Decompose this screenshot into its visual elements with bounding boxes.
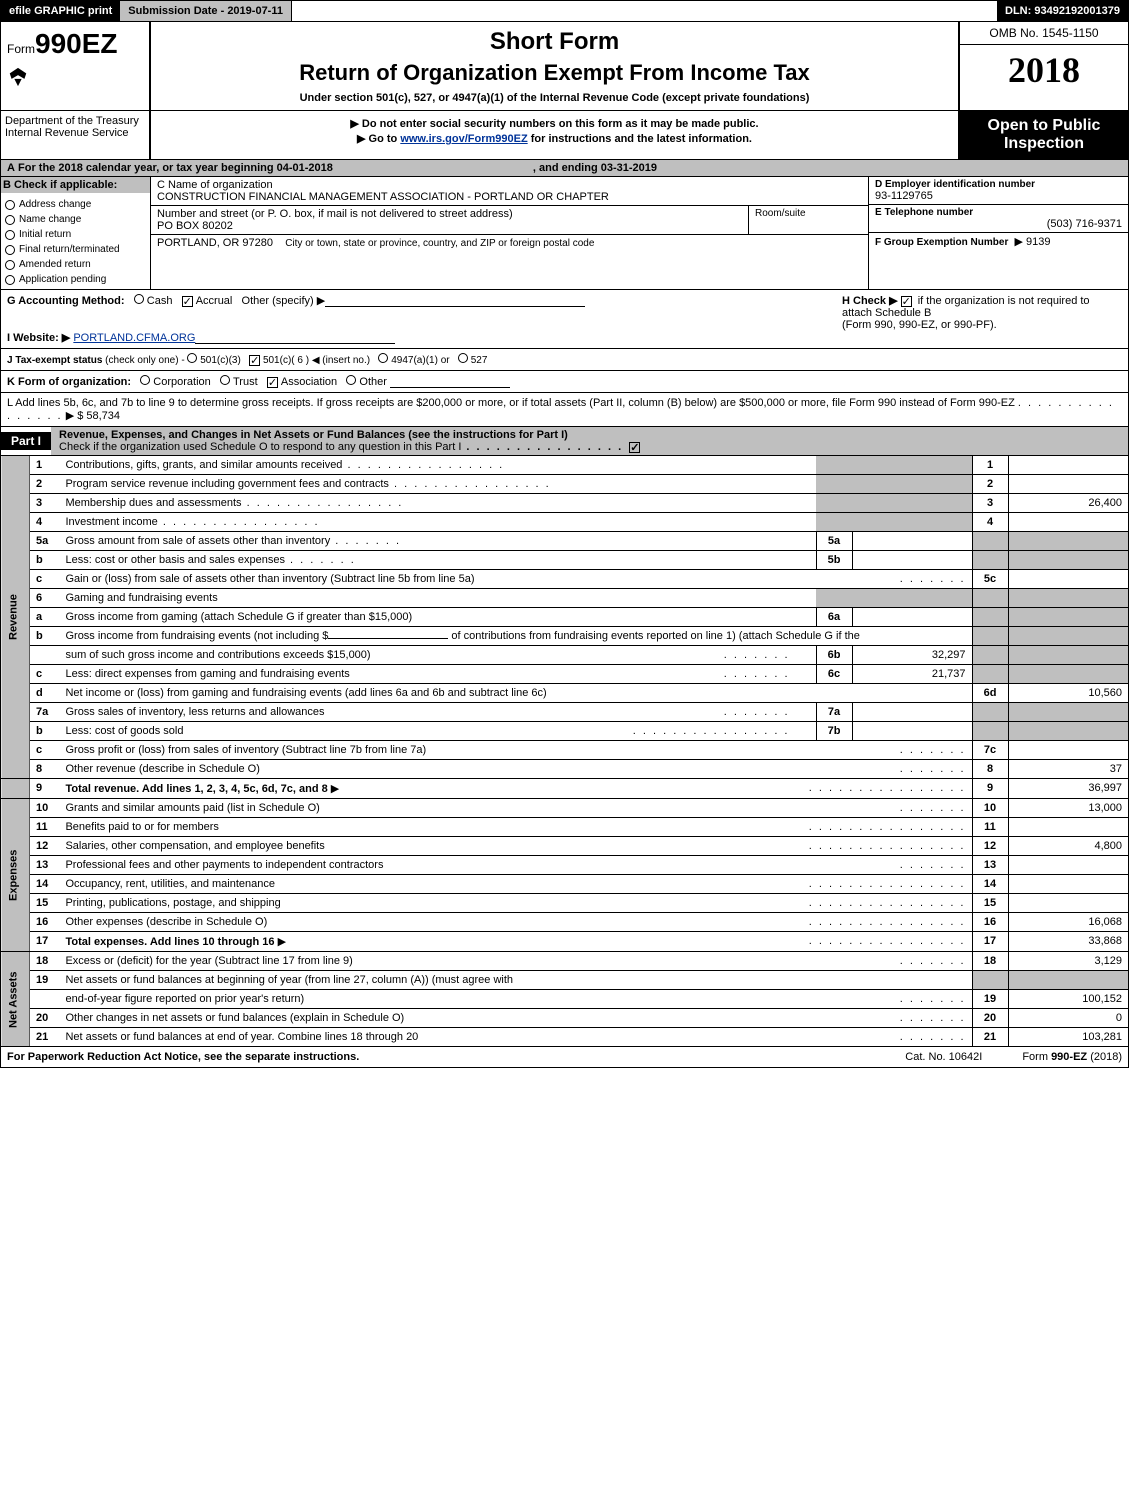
efile-print-label: efile GRAPHIC print [1,1,120,21]
box-d-label: D Employer identification number [875,179,1122,190]
cat-number: Cat. No. 10642I [905,1051,982,1063]
dept-treasury: Department of the Treasury [5,115,145,127]
room-label: Room/suite [755,208,806,219]
line-a-ending: , and ending 03-31-2019 [533,162,657,174]
box-g-label: G Accounting Method: [7,295,125,307]
page-footer: For Paperwork Reduction Act Notice, see … [0,1047,1129,1068]
line-g-h: G Accounting Method: Cash Accrual Other … [0,290,1129,349]
instruction-2: ▶ Go to www.irs.gov/Form990EZ for instru… [155,132,954,145]
line-17-value: 33,868 [1008,932,1128,952]
check-address-change[interactable]: Address change [5,199,146,210]
part-i-check-text: Check if the organization used Schedule … [59,441,461,453]
line-a-row: A For the 2018 calendar year, or tax yea… [0,160,1129,177]
group-exemption: ▶ 9139 [1014,236,1050,248]
form-lines-table: Revenue 1 Contributions, gifts, grants, … [1,455,1128,1047]
website-link[interactable]: PORTLAND.CFMA.ORG [73,332,195,344]
submission-date: Submission Date - 2019-07-11 [120,1,292,21]
form-title: Return of Organization Exempt From Incom… [161,60,948,86]
accrual-check[interactable] [182,296,193,307]
cash-radio[interactable] [134,294,144,304]
tax-year: 2018 [960,45,1128,95]
instruction-1: ▶ Do not enter social security numbers o… [155,117,954,130]
net-assets-section-label: Net Assets [1,952,29,1047]
form-header: Form990EZ Short Form Return of Organizat… [0,22,1129,111]
form-subtitle: Under section 501(c), 527, or 4947(a)(1)… [161,92,948,104]
omb-number: OMB No. 1545-1150 [960,22,1128,45]
short-form-title: Short Form [161,28,948,56]
part-i-header: Part I Revenue, Expenses, and Changes in… [1,427,1128,455]
box-l-text: L Add lines 5b, 6c, and 7b to line 9 to … [7,397,1015,409]
part-i-tag: Part I [1,432,51,450]
box-k-label: K Form of organization: [7,376,131,388]
irs-link[interactable]: www.irs.gov/Form990EZ [400,133,527,145]
check-initial-return[interactable]: Initial return [5,229,146,240]
line-6d-value: 10,560 [1008,684,1128,703]
line-8-value: 37 [1008,760,1128,779]
line-6b-value: 32,297 [852,646,972,665]
line-12-value: 4,800 [1008,837,1128,856]
revenue-section-label: Revenue [1,456,29,779]
line-21-value: 103,281 [1008,1028,1128,1047]
part-i-checkbox[interactable] [629,442,640,453]
line-9-value: 36,997 [1008,779,1128,799]
box-f-label: F Group Exemption Number [875,237,1008,248]
line-18-value: 3,129 [1008,952,1128,971]
box-b-header: Check if applicable: [14,179,117,191]
header-info-block: B Check if applicable: Address change Na… [0,177,1129,290]
form-number: Form990EZ [7,28,143,60]
org-address: PO BOX 80202 [157,220,742,232]
form-version: Form 990-EZ (2018) [1022,1051,1122,1063]
city-label: City or town, state or province, country… [285,238,594,249]
irs-eagle-icon [7,66,29,91]
line-6c-value: 21,737 [852,665,972,684]
line-10-value: 13,000 [1008,799,1128,818]
part-i-title: Revenue, Expenses, and Changes in Net As… [59,429,568,441]
ein-value: 93-1129765 [875,190,1122,202]
check-name-change[interactable]: Name change [5,214,146,225]
box-c-label: C Name of organization [157,179,862,191]
phone-value: (503) 716-9371 [875,218,1122,230]
box-h-label: H Check ▶ [842,295,898,307]
addr-label: Number and street (or P. O. box, if mail… [157,208,742,220]
box-i-label: I Website: ▶ [7,332,70,344]
dln-number: DLN: 93492192001379 [997,1,1128,21]
line-19-value: 100,152 [1008,990,1128,1009]
line-j: J Tax-exempt status (check only one) - 5… [0,349,1129,371]
box-e-label: E Telephone number [875,207,1122,218]
check-final-return[interactable]: Final return/terminated [5,244,146,255]
expenses-section-label: Expenses [1,799,29,952]
box-j-label: J Tax-exempt status [7,355,102,366]
paperwork-notice: For Paperwork Reduction Act Notice, see … [7,1051,359,1063]
top-bar: efile GRAPHIC print Submission Date - 20… [0,0,1129,22]
box-h-text2: (Form 990, 990-EZ, or 990-PF). [842,319,997,331]
line-20-value: 0 [1008,1009,1128,1028]
form-prefix: Form [7,42,35,56]
form-header-row2: Department of the Treasury Internal Reve… [0,111,1129,160]
line-3-value: 26,400 [1008,494,1128,513]
box-h-check[interactable] [901,296,912,307]
org-city: PORTLAND, OR 97280 [157,237,273,249]
line-l: L Add lines 5b, 6c, and 7b to line 9 to … [0,393,1129,427]
line-k: K Form of organization: Corporation Trus… [0,371,1129,393]
irs-label: Internal Revenue Service [5,127,145,139]
line-a-text: For the 2018 calendar year, or tax year … [18,162,333,174]
line-16-value: 16,068 [1008,913,1128,932]
check-application-pending[interactable]: Application pending [5,274,146,285]
org-name: CONSTRUCTION FINANCIAL MANAGEMENT ASSOCI… [157,191,862,203]
open-to-public: Open to Public Inspection [958,111,1128,159]
box-l-amount: ▶ $ 58,734 [66,410,120,422]
form-num: 990EZ [35,28,118,59]
check-amended-return[interactable]: Amended return [5,259,146,270]
